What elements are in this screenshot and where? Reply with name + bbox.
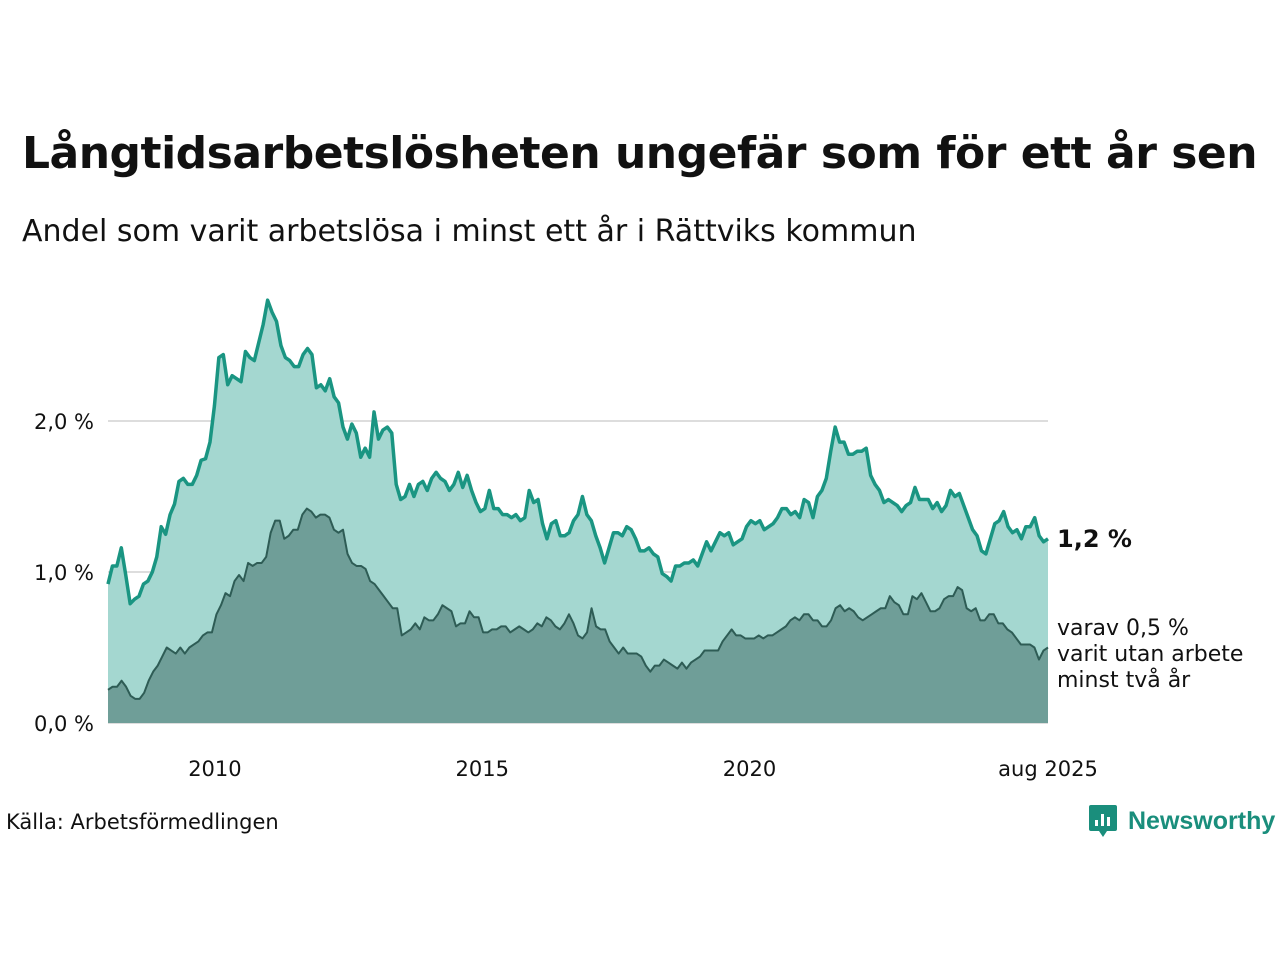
series-lines — [106, 298, 1049, 700]
brand-name: Newsworthy — [1128, 806, 1276, 835]
x-tick-label: 2010 — [188, 757, 241, 781]
x-tick-label: aug 2025 — [998, 757, 1098, 781]
y-tick-label: 1,0 % — [34, 561, 94, 585]
brand-logo: Newsworthy — [1088, 803, 1275, 839]
series-minst-tva-ar-area — [108, 508, 1048, 723]
axis-labels: 0,0 % 1,0 % 2,0 % 2010 2015 2020 aug 2025 — [34, 410, 1098, 781]
series-end-label-sub: varav 0,5 % — [1057, 616, 1189, 641]
x-tick-label: 2020 — [723, 757, 776, 781]
chart-title: Långtidsarbetslösheten ungefär som för e… — [22, 128, 1258, 179]
chart-subtitle: Andel som varit arbetslösa i minst ett å… — [22, 214, 917, 249]
series-minst-tva-ar-line — [107, 507, 1049, 700]
series-areas — [108, 300, 1048, 723]
x-tick-label: 2015 — [455, 757, 508, 781]
source-note: Källa: Arbetsförmedlingen — [6, 810, 279, 834]
newsworthy-logo-icon — [1089, 805, 1117, 837]
y-tick-label: 0,0 % — [34, 712, 94, 736]
series-end-label-sub: varit utan arbete — [1057, 642, 1243, 667]
series-end-label-sub: minst två år — [1057, 667, 1191, 693]
y-tick-label: 2,0 % — [34, 410, 94, 434]
series-min-ett-ar-line — [106, 298, 1049, 606]
series-end-label-main: 1,2 % — [1057, 525, 1132, 553]
